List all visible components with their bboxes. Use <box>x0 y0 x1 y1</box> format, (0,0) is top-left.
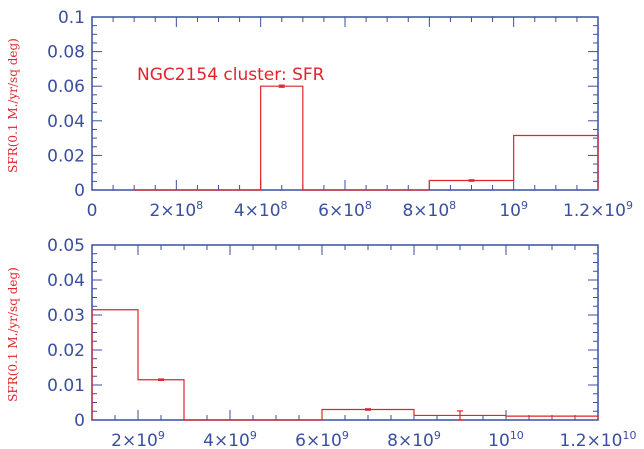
histogram-bar <box>138 380 184 420</box>
x-tick-label: 2×108 <box>149 199 203 221</box>
y-tick-label: 0.02 <box>47 146 85 166</box>
y-axis-label: SFR(0.1 M./yr/sq deg) <box>6 38 20 173</box>
y-tick-label: 0.06 <box>47 77 85 97</box>
y-axis-label: SFR(0.1 M./yr/sq deg) <box>6 267 20 402</box>
x-tick-label: 8×108 <box>402 199 456 221</box>
x-tick-label: 109 <box>499 199 528 221</box>
y-tick-label: 0 <box>74 181 85 201</box>
top-panel: 0 0.02 0.04 0.06 0.08 0.1 0 2×108 4×108 6×108 8×10… <box>6 8 633 221</box>
y-tick-label: 0.02 <box>47 341 85 361</box>
plot-frame <box>91 16 599 191</box>
x-tick-label: 4×109 <box>203 429 257 449</box>
y-tick-label: 0.04 <box>47 112 85 132</box>
histogram-bar <box>261 86 303 190</box>
y-tick-label: 0.05 <box>47 236 85 256</box>
plot-frame <box>91 244 599 421</box>
y-tick-label: 0.04 <box>47 271 85 291</box>
y-tick-label: 0.01 <box>47 376 85 396</box>
x-tick-label: 1.2×1010 <box>560 429 637 449</box>
x-tick-label: 0 <box>87 201 98 221</box>
histogram-outline <box>91 309 599 421</box>
bottom-panel: 0 0.01 0.02 0.03 0.04 0.05 2×109 4×109 6×109 8×10… <box>6 236 636 449</box>
x-tick-label: 1.2×109 <box>563 199 633 221</box>
y-tick-label: 0 <box>74 411 85 431</box>
x-tick-label: 8×109 <box>387 429 441 449</box>
y-tick-label: 0.08 <box>47 43 85 63</box>
x-tick-label: 4×108 <box>234 199 288 221</box>
y-tick-label: 0.1 <box>58 8 85 28</box>
histogram-outline <box>134 85 599 191</box>
chart-annotation: NGC2154 cluster: SFR <box>137 65 325 85</box>
x-tick-label: 6×108 <box>318 199 372 221</box>
x-tick-label: 1010 <box>488 429 524 449</box>
x-tick-label: 6×109 <box>295 429 349 449</box>
y-tick-label: 0.03 <box>47 306 85 326</box>
histogram-bar <box>92 310 138 420</box>
x-tick-label: 2×109 <box>111 429 165 449</box>
histogram-bar <box>514 136 598 190</box>
